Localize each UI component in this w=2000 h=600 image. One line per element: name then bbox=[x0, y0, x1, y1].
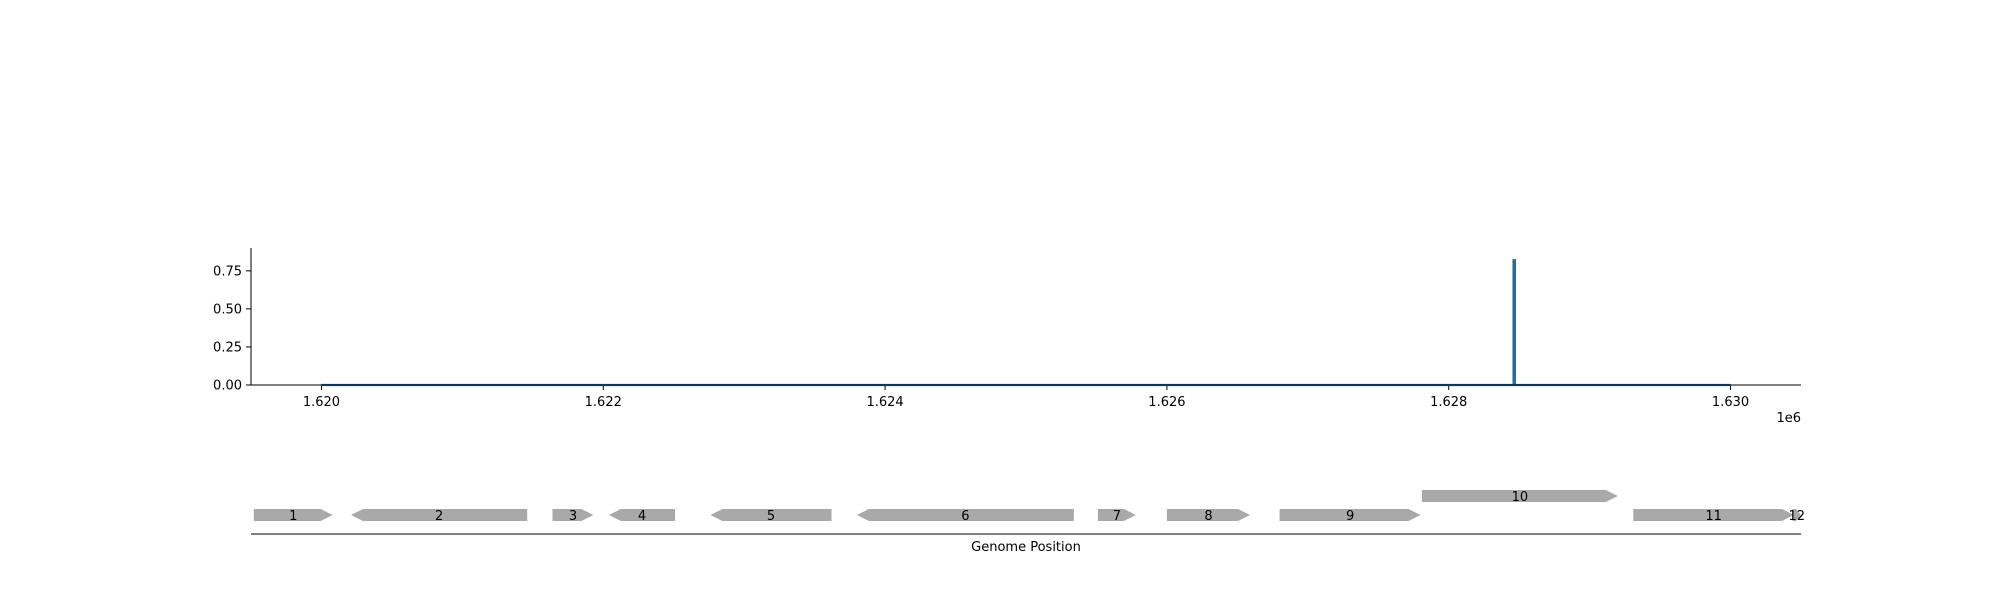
gene-label: 9 bbox=[1346, 509, 1354, 524]
gene-label: 8 bbox=[1204, 509, 1212, 524]
y-tick-label: 0.50 bbox=[213, 302, 242, 317]
gene-arrow bbox=[1792, 509, 1801, 521]
x-tick-label: 1.620 bbox=[303, 395, 340, 410]
x-tick-label: 1.622 bbox=[585, 395, 622, 410]
y-tick-label: 0.25 bbox=[213, 340, 242, 355]
gene-label: 3 bbox=[569, 509, 577, 524]
gene-arrow bbox=[710, 509, 832, 521]
genome-position-label: Genome Position bbox=[971, 540, 1081, 555]
coverage-line bbox=[321, 259, 1731, 387]
gene-arrow bbox=[608, 509, 676, 521]
gene-label: 2 bbox=[435, 509, 443, 524]
gene-label: 4 bbox=[638, 509, 646, 524]
gene-arrow bbox=[1633, 509, 1794, 521]
x-axis-ticks: 1.620 1.622 1.624 1.626 1.628 1.630 bbox=[303, 385, 1749, 410]
gene-label: 6 bbox=[961, 509, 969, 524]
x-tick-label: 1.628 bbox=[1430, 395, 1467, 410]
gene-label: 1 bbox=[289, 509, 297, 524]
gene-arrow bbox=[253, 509, 333, 521]
x-tick-label: 1.626 bbox=[1148, 395, 1185, 410]
x-offset-label: 1e6 bbox=[1776, 411, 1801, 426]
gene-label: 10 bbox=[1512, 490, 1529, 505]
y-tick-label: 0.75 bbox=[213, 264, 242, 279]
gene-arrow bbox=[1279, 509, 1421, 521]
y-tick-label: 0.00 bbox=[213, 379, 242, 394]
x-tick-label: 1.630 bbox=[1712, 395, 1749, 410]
gene-arrow bbox=[351, 509, 528, 521]
gene-label: 7 bbox=[1113, 509, 1121, 524]
gene-arrow bbox=[856, 509, 1074, 521]
gene-label: 12 bbox=[1789, 509, 1806, 524]
x-tick-label: 1.624 bbox=[866, 395, 903, 410]
gene-label: 5 bbox=[767, 509, 775, 524]
y-axis-ticks: 0.00 0.25 0.50 0.75 bbox=[213, 264, 251, 394]
gene-arrow bbox=[1422, 490, 1618, 502]
gene-label: 11 bbox=[1705, 509, 1722, 524]
gene-arrow bbox=[552, 509, 594, 521]
gene-arrow bbox=[1097, 509, 1136, 521]
gene-arrow bbox=[1166, 509, 1250, 521]
coverage-plot: 0.000.250.500.75 1.620 1.622 1.624 1.626 1.6… bbox=[213, 248, 1801, 426]
